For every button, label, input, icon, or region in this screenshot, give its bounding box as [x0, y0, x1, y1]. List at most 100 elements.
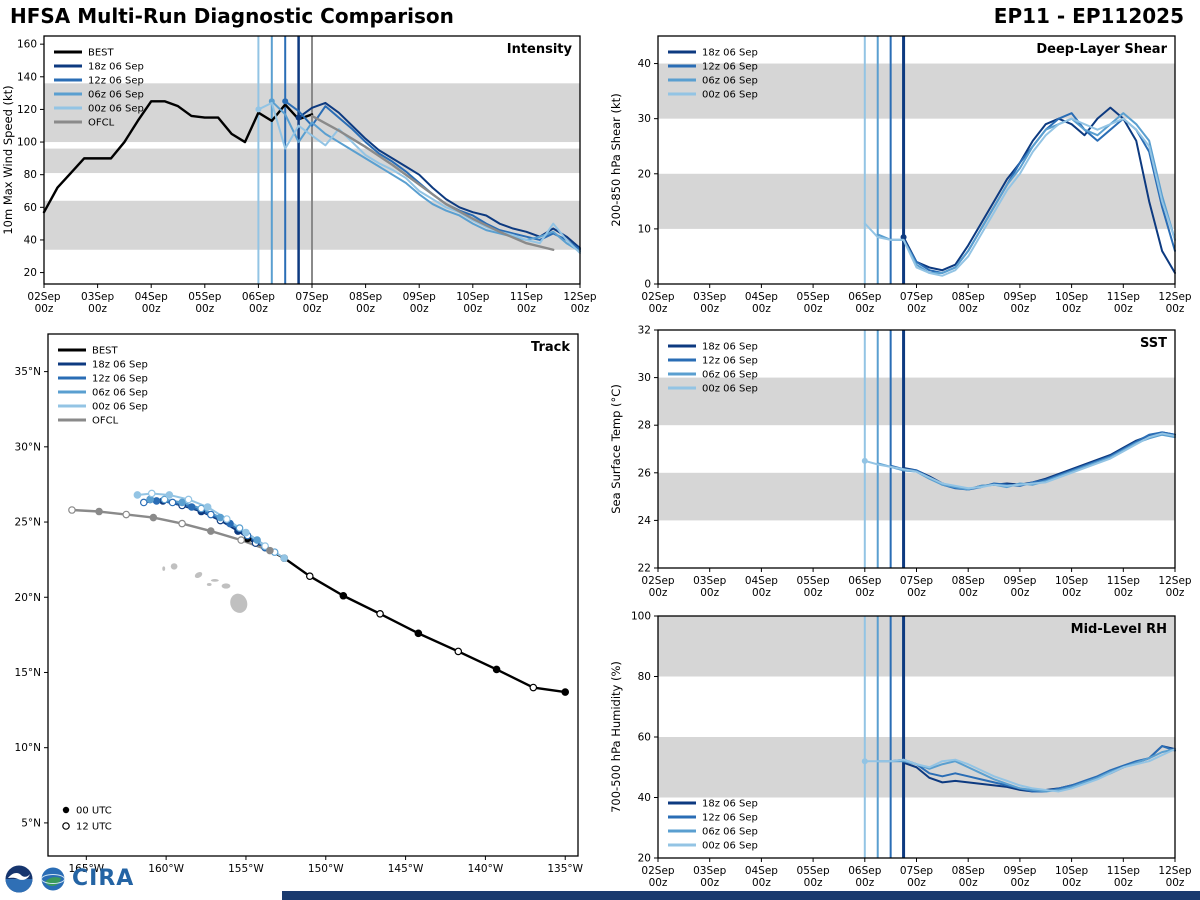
deep-layer-shear-chart: 01020304002Sep00z03Sep00z04Sep00z05Sep00…	[609, 35, 1192, 315]
svg-text:00z: 00z	[356, 303, 375, 315]
svg-text:00z: 00z	[1010, 303, 1029, 315]
svg-text:12Sep: 12Sep	[1158, 291, 1191, 303]
svg-text:06z 06 Sep: 06z 06 Sep	[88, 90, 144, 101]
svg-text:09Sep: 09Sep	[1003, 865, 1036, 877]
svg-text:06Sep: 06Sep	[242, 291, 275, 303]
svg-text:5°N: 5°N	[21, 817, 41, 829]
svg-text:12z 06 Sep: 12z 06 Sep	[702, 62, 758, 73]
svg-text:120: 120	[17, 104, 37, 116]
svg-text:10Sep: 10Sep	[1055, 291, 1088, 303]
svg-text:700-500 hPa Humidity (%): 700-500 hPa Humidity (%)	[609, 661, 623, 813]
svg-text:00 UTC: 00 UTC	[76, 806, 112, 817]
svg-text:02Sep: 02Sep	[27, 291, 60, 303]
svg-text:10Sep: 10Sep	[456, 291, 489, 303]
svg-text:35°N: 35°N	[15, 366, 41, 378]
svg-text:140: 140	[17, 71, 37, 83]
svg-text:Intensity: Intensity	[507, 42, 573, 57]
svg-text:05Sep: 05Sep	[797, 865, 830, 877]
svg-text:00z: 00z	[855, 587, 874, 599]
svg-text:04Sep: 04Sep	[745, 291, 778, 303]
svg-text:11Sep: 11Sep	[510, 291, 543, 303]
track-chart: 5°N 10°N 15°N 20°N 25°N 30°N 35°N 165°W 160°W 155…	[15, 333, 584, 875]
svg-text:60: 60	[638, 732, 651, 744]
svg-text:10m Max Wind Speed (kt): 10m Max Wind Speed (kt)	[1, 85, 15, 234]
svg-text:10°N: 10°N	[15, 742, 41, 754]
svg-text:00z: 00z	[517, 303, 536, 315]
svg-text:08Sep: 08Sep	[952, 575, 985, 587]
storm-id: EP11 - EP112025	[993, 4, 1184, 28]
svg-text:09Sep: 09Sep	[403, 291, 436, 303]
cira-logo: CIRA	[72, 866, 135, 891]
svg-text:06z 06 Sep: 06z 06 Sep	[92, 388, 148, 399]
svg-text:08Sep: 08Sep	[952, 291, 985, 303]
svg-text:00z: 00z	[1166, 303, 1185, 315]
svg-text:200-850 hPa Shear (kt): 200-850 hPa Shear (kt)	[609, 93, 623, 226]
svg-text:00z: 00z	[1062, 303, 1081, 315]
svg-text:140°W: 140°W	[468, 863, 504, 875]
svg-text:04Sep: 04Sep	[745, 575, 778, 587]
svg-text:00z 06 Sep: 00z 06 Sep	[88, 104, 144, 115]
svg-text:20: 20	[24, 267, 37, 279]
svg-text:Mid-Level RH: Mid-Level RH	[1071, 622, 1167, 637]
svg-text:12Sep: 12Sep	[1158, 865, 1191, 877]
svg-text:BEST: BEST	[88, 48, 115, 59]
svg-text:18z 06 Sep: 18z 06 Sep	[88, 62, 144, 73]
svg-text:00z: 00z	[959, 877, 978, 889]
svg-text:03Sep: 03Sep	[693, 865, 726, 877]
svg-text:00z: 00z	[907, 877, 926, 889]
svg-text:Sea Surface Temp (°C): Sea Surface Temp (°C)	[609, 384, 623, 514]
svg-text:00z 06 Sep: 00z 06 Sep	[702, 384, 758, 395]
svg-text:00z: 00z	[88, 303, 107, 315]
svg-text:00z: 00z	[142, 303, 161, 315]
svg-text:00z: 00z	[1010, 587, 1029, 599]
svg-text:32: 32	[638, 325, 651, 337]
svg-text:12Sep: 12Sep	[1158, 575, 1191, 587]
svg-text:25°N: 25°N	[15, 517, 41, 529]
svg-text:09Sep: 09Sep	[1003, 291, 1036, 303]
svg-text:100: 100	[17, 137, 37, 149]
svg-text:06z 06 Sep: 06z 06 Sep	[702, 76, 758, 87]
svg-text:00z: 00z	[410, 303, 429, 315]
svg-text:00z: 00z	[1166, 587, 1185, 599]
svg-text:06z 06 Sep: 06z 06 Sep	[702, 370, 758, 381]
svg-text:00z: 00z	[35, 303, 54, 315]
intensity-chart: 2040608010012014016002Sep00z03Sep00z04Se…	[1, 35, 597, 315]
svg-text:30: 30	[638, 372, 651, 384]
svg-text:04Sep: 04Sep	[745, 865, 778, 877]
svg-text:12Sep: 12Sep	[563, 291, 596, 303]
svg-text:26: 26	[638, 467, 652, 479]
svg-text:160°W: 160°W	[148, 863, 184, 875]
svg-text:100: 100	[631, 611, 651, 623]
page-title: HFSA Multi-Run Diagnostic Comparison	[10, 4, 454, 28]
svg-text:00z: 00z	[571, 303, 590, 315]
svg-text:00z: 00z	[1114, 877, 1133, 889]
svg-text:11Sep: 11Sep	[1107, 575, 1140, 587]
svg-text:12z 06 Sep: 12z 06 Sep	[92, 374, 148, 385]
svg-text:30°N: 30°N	[15, 441, 41, 453]
svg-text:30: 30	[638, 113, 651, 125]
svg-text:00z: 00z	[700, 587, 719, 599]
svg-text:OFCL: OFCL	[92, 416, 119, 427]
svg-text:07Sep: 07Sep	[900, 575, 933, 587]
svg-text:00z: 00z	[249, 303, 268, 315]
svg-text:00z: 00z	[804, 303, 823, 315]
svg-text:22: 22	[638, 563, 651, 575]
svg-text:80: 80	[24, 169, 37, 181]
svg-text:00z: 00z	[195, 303, 214, 315]
svg-text:12 UTC: 12 UTC	[76, 822, 112, 833]
svg-text:00z: 00z	[804, 877, 823, 889]
svg-text:18z 06 Sep: 18z 06 Sep	[92, 360, 148, 371]
svg-text:09Sep: 09Sep	[1003, 575, 1036, 587]
svg-text:00z: 00z	[649, 587, 668, 599]
svg-text:00z: 00z	[855, 303, 874, 315]
svg-text:08Sep: 08Sep	[952, 865, 985, 877]
svg-text:05Sep: 05Sep	[797, 575, 830, 587]
svg-text:12z 06 Sep: 12z 06 Sep	[88, 76, 144, 87]
svg-text:12z 06 Sep: 12z 06 Sep	[702, 356, 758, 367]
noaa-logo	[5, 865, 33, 893]
svg-text:06Sep: 06Sep	[848, 865, 881, 877]
svg-text:00z: 00z	[700, 877, 719, 889]
svg-text:11Sep: 11Sep	[1107, 865, 1140, 877]
svg-text:00z: 00z	[959, 303, 978, 315]
svg-text:Deep-Layer Shear: Deep-Layer Shear	[1036, 42, 1167, 57]
